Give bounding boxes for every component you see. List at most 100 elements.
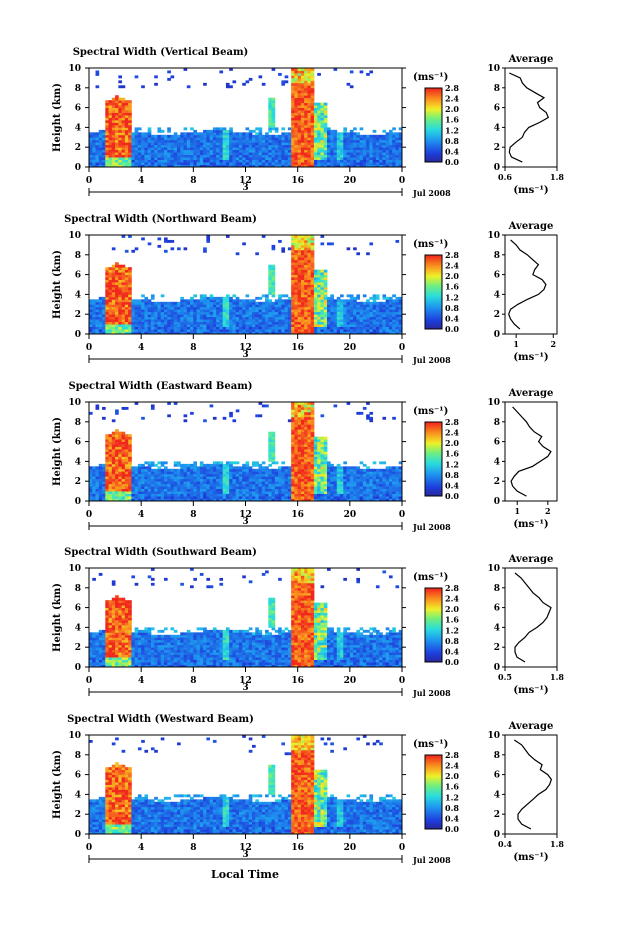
heatmap-cell	[333, 314, 338, 318]
heatmap-cell	[300, 97, 305, 101]
heatmap-cell	[304, 162, 308, 165]
heatmap-cell	[268, 304, 272, 308]
heatmap-cell	[196, 159, 201, 163]
heatmap-cell	[291, 259, 295, 263]
heatmap-cell	[304, 235, 308, 238]
heatmap-cell	[144, 488, 149, 492]
heatmap-cell	[287, 157, 292, 160]
heatmap-cell	[98, 139, 103, 143]
heatmap-cell	[121, 294, 126, 298]
heatmap-cell	[209, 481, 214, 485]
colorbar-cell	[425, 115, 442, 119]
heatmap-cell	[310, 95, 315, 99]
heatmap-cell	[144, 311, 149, 315]
heatmap-cell	[160, 139, 165, 143]
heatmap-cell	[297, 237, 302, 241]
heatmap-cell	[238, 491, 243, 494]
heatmap-cell	[105, 127, 109, 131]
heatmap-cell	[317, 321, 321, 325]
heatmap-cell	[372, 329, 377, 332]
heatmap-cell	[216, 316, 220, 320]
heatmap-cell	[268, 321, 272, 325]
heatmap-cell	[268, 157, 272, 160]
heatmap-cell	[313, 147, 318, 151]
heatmap-cell	[232, 299, 237, 303]
heatmap-cell	[238, 149, 243, 153]
colorbar-cell	[425, 154, 442, 157]
colorbar-frame	[424, 254, 443, 330]
heatmap-cell	[141, 466, 145, 470]
heatmap-cell	[294, 458, 299, 462]
heatmap-cell	[92, 142, 96, 146]
heatmap-cell	[268, 306, 272, 310]
heatmap-cell	[141, 491, 145, 494]
heatmap-cell	[310, 311, 315, 315]
heatmap-cell	[232, 468, 237, 472]
heatmap-cell	[196, 306, 201, 310]
heatmap-cell	[333, 144, 338, 148]
heatmap-cell	[336, 162, 341, 165]
heatmap-cell	[196, 316, 201, 320]
heatmap-cell	[294, 436, 299, 440]
heatmap-cell	[248, 466, 253, 470]
heatmap-cell	[369, 309, 374, 313]
heatmap-cell	[343, 132, 347, 136]
heatmap-cell	[327, 132, 331, 136]
heatmap-cell	[281, 461, 286, 465]
colorbar-cell	[425, 299, 442, 302]
heatmap-cell	[222, 481, 227, 485]
y-axis-label: Height (km)	[52, 83, 63, 152]
average-title: Average	[508, 221, 554, 232]
heatmap-cell	[209, 129, 214, 133]
heatmap-cell	[369, 326, 374, 330]
heatmap-cell	[284, 142, 289, 146]
heatmap-cell	[317, 279, 321, 283]
heatmap-cell	[294, 252, 299, 256]
heatmap-cell	[294, 277, 299, 280]
heatmap-cell	[379, 149, 383, 153]
heatmap-cell	[300, 269, 305, 273]
heatmap-cell	[196, 488, 201, 492]
heatmap-cell	[291, 311, 295, 315]
heatmap-cell	[108, 456, 113, 460]
heatmap-cell	[248, 498, 253, 502]
heatmap-cell	[225, 129, 230, 133]
heatmap-cell	[102, 488, 106, 492]
heatmap-cell	[190, 142, 194, 146]
heatmap-cell	[346, 316, 351, 320]
heatmap-cell	[385, 306, 390, 310]
heatmap-cell	[382, 319, 387, 323]
heatmap-cell	[245, 139, 250, 143]
heatmap-cell	[340, 299, 344, 303]
heatmap-cell	[307, 87, 312, 91]
heatmap-cell	[310, 294, 315, 298]
heatmap-cell	[163, 152, 168, 156]
heatmap-cell	[118, 496, 123, 499]
heatmap-cell	[150, 468, 155, 472]
heatmap-cell	[349, 329, 354, 332]
heatmap-cell	[115, 159, 119, 163]
heatmap-cell	[160, 157, 165, 160]
heatmap-cell	[349, 144, 354, 148]
heatmap-cell	[310, 152, 315, 156]
heatmap-cell	[291, 72, 295, 76]
heatmap-cell	[310, 244, 315, 248]
heatmap-cell	[157, 159, 162, 163]
heatmap-cell	[304, 85, 308, 89]
heatmap-cell	[150, 486, 155, 490]
heatmap-cell	[375, 144, 380, 148]
heatmap-cell	[258, 154, 263, 158]
heatmap-cell	[278, 139, 282, 143]
heatmap-cell	[252, 154, 256, 158]
heatmap-cell	[242, 242, 246, 246]
heatmap-cell	[330, 129, 334, 133]
heatmap-cell	[183, 493, 188, 497]
heatmap-cell	[141, 306, 145, 310]
heatmap-cell	[89, 331, 93, 335]
heatmap-cell	[95, 493, 100, 497]
heatmap-cell	[232, 154, 237, 158]
heatmap-cell	[105, 299, 109, 303]
heatmap-cell	[395, 132, 400, 136]
heatmap-cell	[170, 144, 175, 148]
heatmap-cell	[291, 434, 295, 438]
